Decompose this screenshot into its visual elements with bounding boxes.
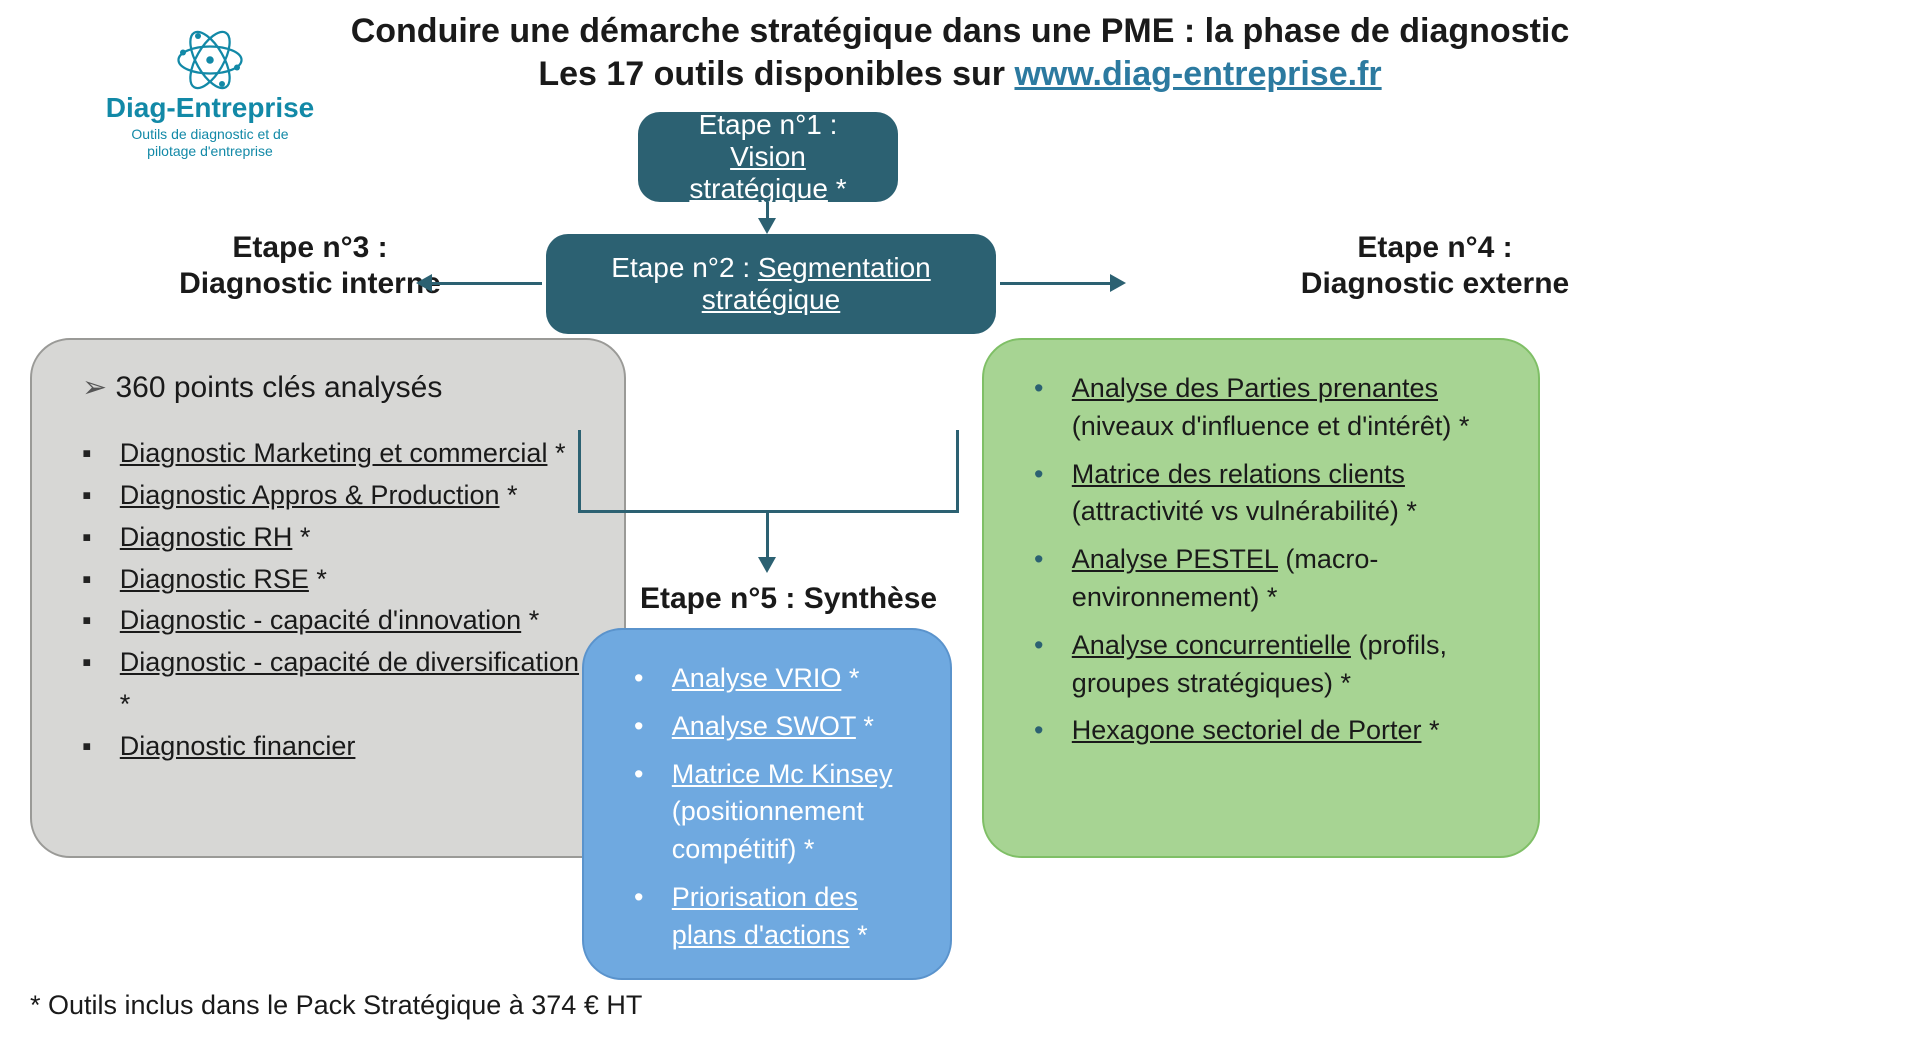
item-suffix: * bbox=[521, 605, 539, 635]
etape3-panel: 360 points clés analysés Diagnostic Mark… bbox=[30, 338, 626, 858]
item-suffix: * bbox=[500, 480, 518, 510]
etape4-item: Analyse des Parties prenantes (niveaux d… bbox=[1034, 370, 1498, 446]
etape5-item-link[interactable]: Analyse SWOT bbox=[672, 711, 856, 741]
etape4-label-line1: Etape n°4 : bbox=[1260, 230, 1610, 266]
etape5-title: Etape n°5 : Synthèse bbox=[640, 582, 937, 616]
item-suffix: * bbox=[1333, 668, 1351, 698]
etape4-item: Analyse concurrentielle (profils, groupe… bbox=[1034, 627, 1498, 703]
bracket-right-v bbox=[956, 430, 959, 510]
etape4-item-link[interactable]: Analyse PESTEL bbox=[1072, 544, 1278, 574]
bracket-stem bbox=[766, 513, 769, 559]
etape4-item: Matrice des relations clients (attractiv… bbox=[1034, 456, 1498, 532]
bracket-head bbox=[758, 557, 776, 573]
item-suffix: * bbox=[120, 689, 131, 719]
etape4-item: Hexagone sectoriel de Porter * bbox=[1034, 712, 1498, 750]
etape5-item-link[interactable]: Analyse VRIO bbox=[672, 663, 842, 693]
etape3-item-link[interactable]: Diagnostic Marketing et commercial bbox=[120, 438, 548, 468]
title-line-2-prefix: Les 17 outils disponibles sur bbox=[538, 55, 1014, 93]
etape1-box: Etape n°1 : Vision stratégique * bbox=[638, 112, 898, 202]
etape1-suffix: * bbox=[828, 173, 847, 204]
etape3-item: Diagnostic Marketing et commercial * bbox=[82, 433, 584, 475]
etape5-item-paren: (positionnement compétitif) bbox=[672, 796, 864, 864]
bracket-left-v bbox=[578, 430, 581, 510]
etape1-prefix: Etape n°1 : bbox=[699, 109, 838, 140]
etape5-list: Analyse VRIO *Analyse SWOT *Matrice Mc K… bbox=[634, 660, 910, 955]
etape5-item: Priorisation des plans d'actions * bbox=[634, 879, 910, 955]
etape4-item-paren: (attractivité vs vulnérabilité) bbox=[1072, 496, 1399, 526]
item-suffix: * bbox=[796, 834, 814, 864]
logo-name: Diag-Entreprise bbox=[80, 92, 340, 124]
footnote: * Outils inclus dans le Pack Stratégique… bbox=[30, 990, 642, 1021]
etape3-headline: 360 points clés analysés bbox=[82, 370, 584, 405]
item-suffix: * bbox=[841, 663, 859, 693]
item-suffix: * bbox=[547, 438, 565, 468]
arrow-2-to-3 bbox=[432, 282, 542, 285]
etape4-panel: Analyse des Parties prenantes (niveaux d… bbox=[982, 338, 1540, 858]
etape1-link[interactable]: Vision stratégique bbox=[689, 141, 828, 204]
etape4-list: Analyse des Parties prenantes (niveaux d… bbox=[1034, 370, 1498, 750]
atom-network-icon bbox=[170, 30, 250, 90]
item-suffix: * bbox=[1451, 411, 1469, 441]
etape3-item-link[interactable]: Diagnostic RSE bbox=[120, 564, 309, 594]
etape4-item-link[interactable]: Analyse des Parties prenantes bbox=[1072, 373, 1438, 403]
etape3-item: Diagnostic - capacité d'innovation * bbox=[82, 600, 584, 642]
etape4-item-link[interactable]: Analyse concurrentielle bbox=[1072, 630, 1351, 660]
etape4-item: Analyse PESTEL (macro-environnement) * bbox=[1034, 541, 1498, 617]
title-link[interactable]: www.diag-entreprise.fr bbox=[1014, 55, 1381, 93]
etape3-item-link[interactable]: Diagnostic Appros & Production bbox=[120, 480, 500, 510]
etape2-box: Etape n°2 : Segmentation stratégique bbox=[546, 234, 996, 334]
etape3-label-line1: Etape n°3 : bbox=[150, 230, 470, 266]
arrow-2-to-3-head bbox=[416, 274, 432, 292]
item-suffix: * bbox=[856, 711, 874, 741]
etape2-prefix: Etape n°2 : bbox=[611, 252, 758, 283]
etape3-list: Diagnostic Marketing et commercial *Diag… bbox=[82, 433, 584, 768]
etape4-item-link[interactable]: Hexagone sectoriel de Porter bbox=[1072, 715, 1422, 745]
item-suffix: * bbox=[1422, 715, 1440, 745]
logo-block: Diag-Entreprise Outils de diagnostic et … bbox=[80, 30, 340, 160]
arrow-2-to-4-head bbox=[1110, 274, 1126, 292]
arrow-2-to-4 bbox=[1000, 282, 1110, 285]
arrow-1-to-2-head bbox=[758, 218, 776, 234]
item-suffix: * bbox=[1259, 582, 1277, 612]
item-suffix: * bbox=[1399, 496, 1417, 526]
etape4-label: Etape n°4 : Diagnostic externe bbox=[1260, 230, 1610, 302]
etape3-item-link[interactable]: Diagnostic financier bbox=[120, 731, 356, 761]
etape5-item-link[interactable]: Matrice Mc Kinsey bbox=[672, 759, 893, 789]
etape3-item: Diagnostic - capacité de diversification… bbox=[82, 642, 584, 726]
item-suffix: * bbox=[850, 920, 868, 950]
etape3-item: Diagnostic RSE * bbox=[82, 559, 584, 601]
etape3-item-link[interactable]: Diagnostic - capacité d'innovation bbox=[120, 605, 521, 635]
etape5-panel: Analyse VRIO *Analyse SWOT *Matrice Mc K… bbox=[582, 628, 952, 980]
etape5-item-link[interactable]: Priorisation des plans d'actions bbox=[672, 882, 858, 950]
etape3-item: Diagnostic financier bbox=[82, 726, 584, 768]
etape3-item: Diagnostic RH * bbox=[82, 517, 584, 559]
etape3-item-link[interactable]: Diagnostic RH bbox=[120, 522, 293, 552]
etape5-item: Matrice Mc Kinsey (positionnement compét… bbox=[634, 756, 910, 869]
item-suffix: * bbox=[292, 522, 310, 552]
item-suffix: * bbox=[309, 564, 327, 594]
etape4-item-link[interactable]: Matrice des relations clients bbox=[1072, 459, 1405, 489]
etape5-item: Analyse VRIO * bbox=[634, 660, 910, 698]
etape3-item: Diagnostic Appros & Production * bbox=[82, 475, 584, 517]
etape5-item: Analyse SWOT * bbox=[634, 708, 910, 746]
etape3-item-link[interactable]: Diagnostic - capacité de diversification bbox=[120, 647, 579, 677]
etape4-label-line2: Diagnostic externe bbox=[1260, 266, 1610, 302]
logo-subtitle: Outils de diagnostic et de pilotage d'en… bbox=[80, 126, 340, 160]
etape4-item-paren: (niveaux d'influence et d'intérêt) bbox=[1072, 411, 1452, 441]
